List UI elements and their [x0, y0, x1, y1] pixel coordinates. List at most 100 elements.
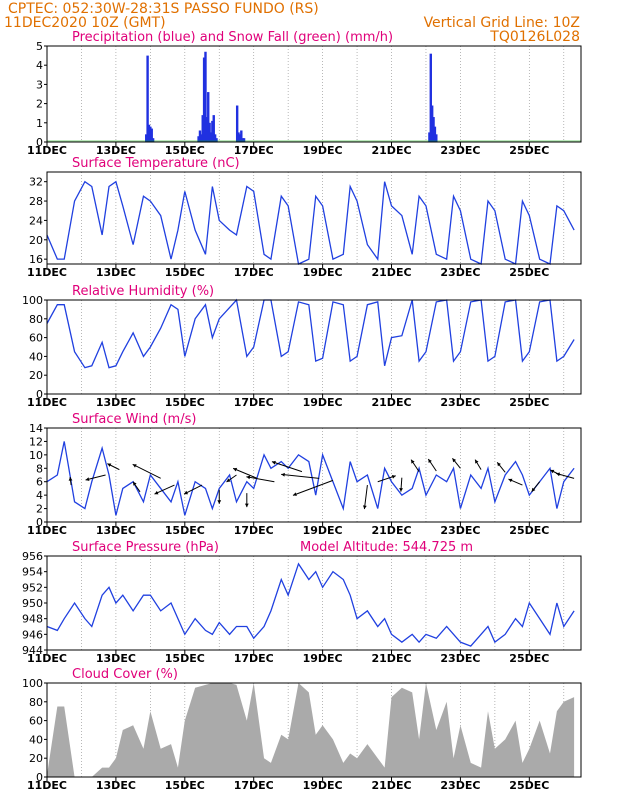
y-tick-label: 6: [36, 476, 43, 489]
y-tick-label: 956: [22, 550, 43, 563]
precipitation-bar: [240, 130, 243, 142]
y-tick-label: 20: [29, 234, 43, 247]
x-tick-label: 21DEC: [372, 266, 412, 279]
wind-arrow: [132, 481, 141, 493]
y-tick-label: 32: [29, 176, 43, 189]
precipitation-bar: [149, 126, 152, 142]
precipitation-bar: [235, 105, 239, 142]
cloud-cover-frame: [46, 682, 582, 778]
wind-arrow: [410, 459, 420, 472]
x-tick-label: 11DEC: [27, 779, 67, 792]
y-tick-label: 40: [29, 733, 43, 746]
cloud-cover-title: Cloud Cover (%): [72, 667, 178, 682]
x-tick-label: 19DEC: [303, 396, 343, 409]
model-altitude-label: Model Altitude: 544.725 m: [300, 540, 473, 555]
pressure-title: Surface Pressure (hPa): [72, 540, 219, 555]
y-tick-label: 1: [36, 117, 43, 130]
wind-arrow: [232, 467, 258, 479]
y-tick-label: 8: [36, 462, 43, 475]
x-tick-label: 13DEC: [96, 144, 136, 157]
y-tick-label: 60: [29, 715, 43, 728]
wind-title: Surface Wind (m/s): [72, 412, 196, 427]
precipitation-bar: [150, 128, 153, 142]
y-tick-label: 80: [29, 696, 43, 709]
x-tick-label: 13DEC: [96, 779, 136, 792]
temperature-panel: 16 20 24 28 32 11DEC 13DEC 15DEC 17DEC 19DEC 21DEC…: [27, 156, 582, 279]
x-tick-label: 15DEC: [165, 652, 205, 665]
wind-arrow: [474, 459, 482, 470]
wind-frame: [46, 427, 582, 523]
humidity-line: [46, 298, 575, 369]
x-tick-label: 15DEC: [165, 266, 205, 279]
header-station: CPTEC: 052:30W-28:31S PASSO FUNDO (RS): [8, 1, 319, 17]
y-tick-label: 60: [29, 332, 43, 345]
wind-arrow: [85, 474, 106, 482]
x-tick-label: 17DEC: [234, 524, 274, 537]
precipitation-bar: [432, 117, 435, 142]
y-tick-label: 20: [29, 752, 43, 765]
precipitation-bar: [238, 134, 242, 142]
wind-arrow: [68, 477, 73, 486]
wind-arrow: [281, 472, 320, 479]
x-tick-label: 17DEC: [234, 779, 274, 792]
humidity-panel: 0 20 40 60 80 100 11DEC 13DEC 15DEC 17DEC 19DEC 21D…: [22, 284, 582, 409]
precipitation-bar: [145, 134, 148, 142]
wind-arrow: [508, 478, 523, 486]
precipitation-bar: [212, 115, 215, 142]
x-tick-label: 21DEC: [372, 652, 412, 665]
x-tick-label: 25DEC: [509, 266, 549, 279]
precipitation-bar: [198, 130, 202, 142]
y-tick-label: 954: [22, 566, 43, 579]
precipitation-bar: [204, 51, 207, 143]
x-tick-label: 19DEC: [303, 779, 343, 792]
y-tick-label: 5: [36, 40, 43, 53]
temperature-title: Surface Temperature (nC): [72, 156, 240, 171]
x-tick-label: 25DEC: [509, 144, 549, 157]
precipitation-bar: [213, 134, 217, 142]
wind-arrow: [292, 479, 334, 496]
x-tick-label: 17DEC: [234, 652, 274, 665]
x-tick-label: 23DEC: [440, 266, 480, 279]
y-tick-label: 14: [29, 422, 43, 435]
y-tick-label: 80: [29, 313, 43, 326]
precipitation-bar: [205, 117, 209, 142]
x-tick-label: 25DEC: [509, 652, 549, 665]
precipitation-panel: 0 1 2 3 4 5 11DEC 13DEC 15DEC 17DEC 19DEC 21DEC 23DE…: [27, 30, 582, 157]
x-tick-label: 23DEC: [440, 144, 480, 157]
x-tick-label: 25DEC: [509, 524, 549, 537]
precipitation-frame: [46, 45, 582, 143]
y-tick-label: 946: [22, 628, 43, 641]
x-tick-label: 17DEC: [234, 396, 274, 409]
precipitation-bar: [209, 132, 213, 142]
y-tick-label: 0: [36, 771, 43, 784]
precipitation-title: Precipitation (blue) and Snow Fall (gree…: [72, 30, 393, 45]
wind-arrow: [183, 484, 203, 495]
x-tick-label: 11DEC: [27, 266, 67, 279]
y-tick-label: 28: [29, 195, 43, 208]
y-tick-label: 4: [36, 59, 43, 72]
x-tick-label: 11DEC: [27, 652, 67, 665]
y-tick-label: 100: [22, 677, 43, 690]
x-tick-label: 19DEC: [303, 266, 343, 279]
precipitation-bar: [429, 53, 432, 142]
x-tick-label: 13DEC: [96, 524, 136, 537]
wind-arrow: [107, 463, 120, 471]
pressure-panel: 944 946 948 950 952 954 956 11DEC 13DEC 15DEC 17DE…: [22, 540, 582, 665]
x-tick-label: 21DEC: [372, 524, 412, 537]
precipitation-bar: [207, 92, 210, 142]
y-tick-label: 12: [29, 435, 43, 448]
wind-arrow: [555, 472, 575, 479]
wind-arrow: [427, 458, 437, 472]
x-tick-label: 21DEC: [372, 144, 412, 157]
wind-arrow: [362, 485, 368, 510]
y-tick-label: 24: [29, 214, 43, 227]
y-tick-label: 0: [36, 516, 43, 529]
precipitation-bar: [430, 105, 434, 142]
precipitation-bar: [202, 57, 206, 142]
x-tick-label: 23DEC: [440, 524, 480, 537]
precipitation-bar: [151, 138, 155, 142]
wind-arrow: [271, 460, 303, 473]
x-tick-label: 17DEC: [234, 266, 274, 279]
humidity-title: Relative Humidity (%): [72, 284, 214, 299]
wind-arrow: [377, 475, 396, 483]
